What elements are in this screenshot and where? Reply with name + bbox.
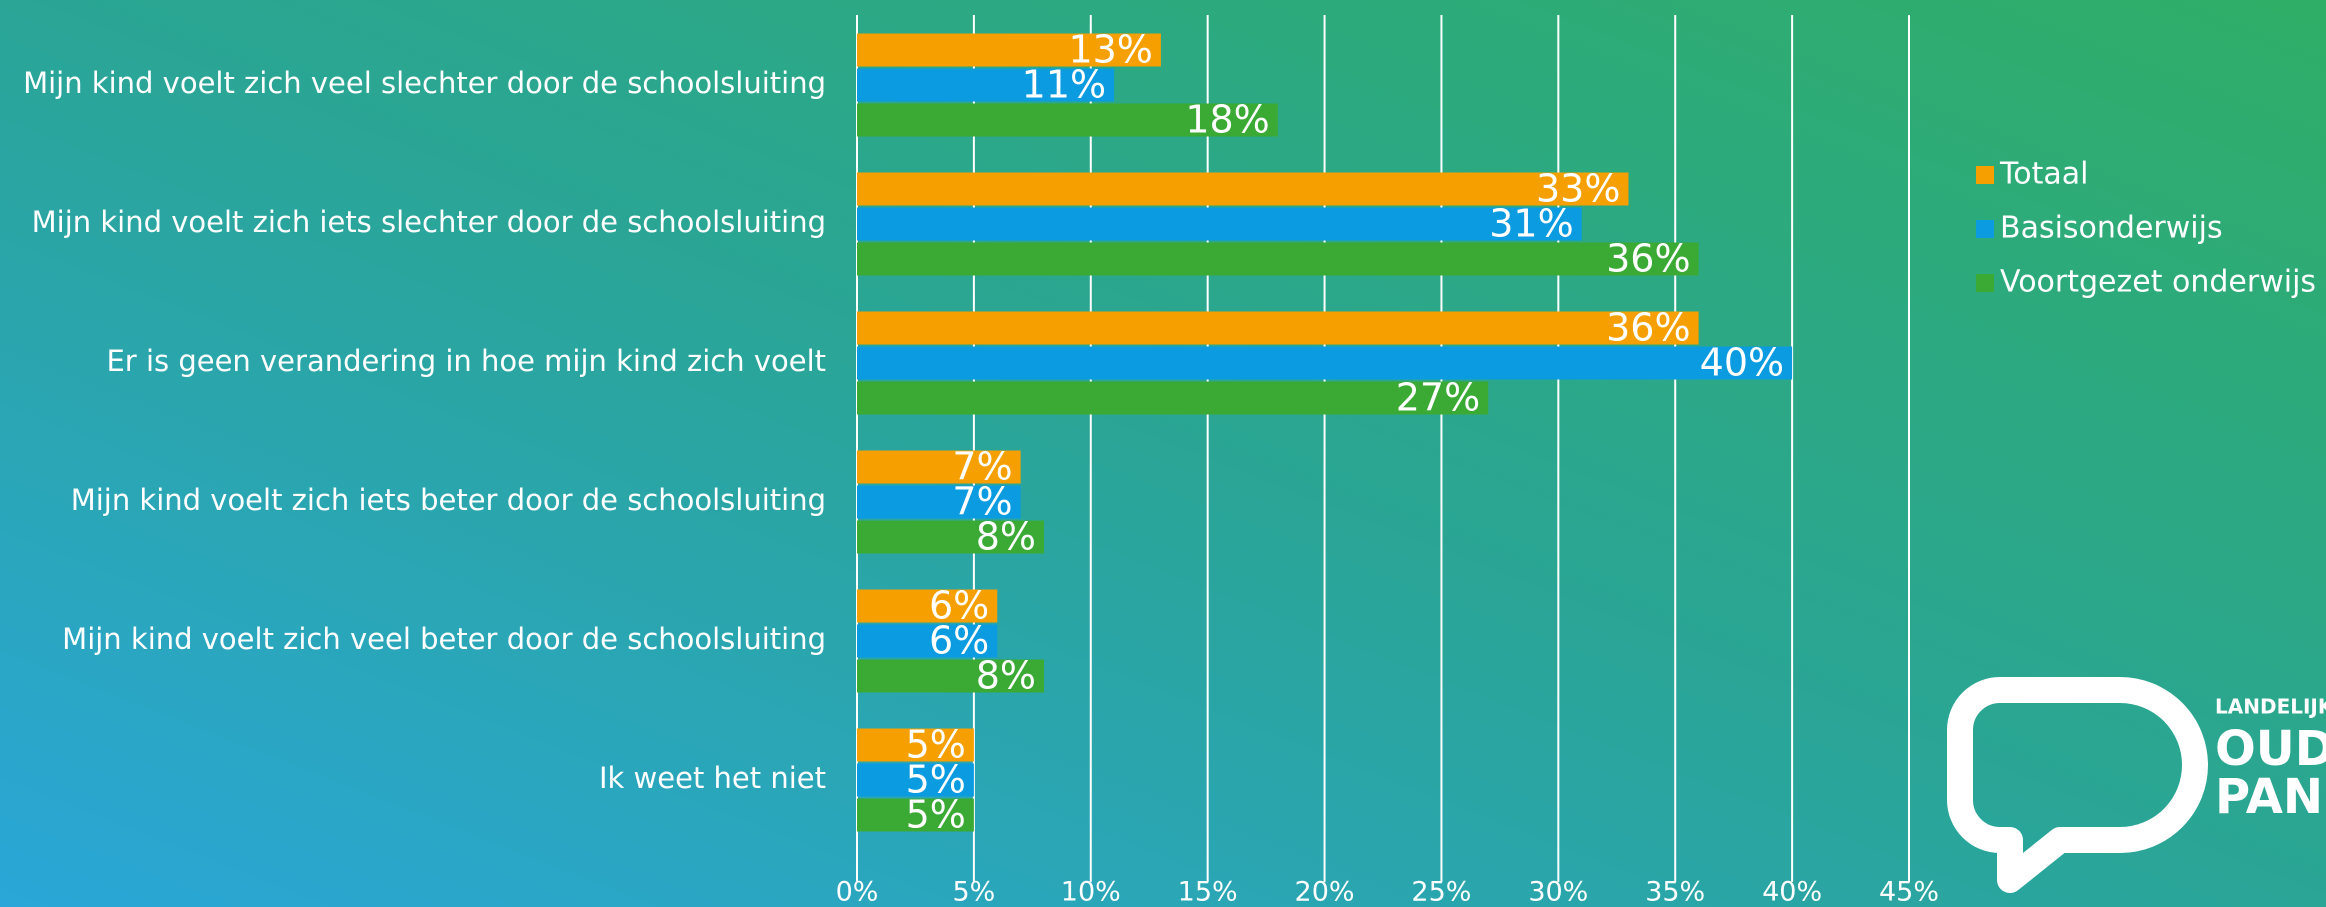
legend-swatch (1976, 166, 1994, 184)
category-label: Ik weet het niet (599, 761, 826, 795)
value-label: 11% (1022, 63, 1106, 107)
value-label: 18% (1185, 98, 1269, 142)
bar (857, 763, 974, 797)
bar (857, 172, 1629, 206)
legend-label: Voortgezet onderwijs (2000, 265, 2316, 300)
legend-label: Totaal (1999, 157, 2088, 192)
category-label: Mijn kind voelt zich iets slechter door … (32, 205, 826, 239)
bar (857, 311, 1699, 345)
value-label: 6% (929, 584, 989, 628)
bar (857, 242, 1699, 276)
x-tick-label: 40% (1762, 877, 1822, 907)
value-label: 27% (1396, 376, 1480, 420)
value-label: 5% (906, 758, 966, 802)
logo-text: OUD (2215, 721, 2326, 777)
legend-swatch (1976, 220, 1994, 238)
value-label: 5% (906, 793, 966, 837)
category-label: Mijn kind voelt zich veel beter door de … (62, 622, 826, 656)
x-tick-label: 45% (1879, 877, 1939, 907)
category-label: Er is geen verandering in hoe mijn kind … (106, 344, 826, 378)
legend-label: Basisonderwijs (2000, 211, 2223, 246)
bar (857, 33, 1161, 67)
x-tick-label: 10% (1061, 877, 1121, 907)
x-tick-label: 35% (1645, 877, 1705, 907)
value-label: 8% (976, 515, 1036, 559)
value-label: 7% (952, 445, 1012, 489)
x-tick-label: 20% (1295, 877, 1355, 907)
bar (857, 728, 974, 762)
bar (857, 103, 1278, 137)
value-label: 33% (1536, 167, 1620, 211)
bar (857, 381, 1489, 415)
legend-swatch (1976, 274, 1994, 292)
bar (857, 659, 1045, 693)
logo-text: PAN (2215, 769, 2323, 825)
logo-text: LANDELIJK (2215, 695, 2326, 719)
bar (857, 520, 1045, 554)
logo-mark (1947, 677, 2208, 893)
x-tick-label: 25% (1411, 877, 1471, 907)
x-tick-label: 30% (1528, 877, 1588, 907)
value-label: 5% (906, 723, 966, 767)
x-tick-label: 15% (1178, 877, 1238, 907)
value-label: 36% (1606, 237, 1690, 281)
value-label: 13% (1068, 28, 1152, 72)
value-label: 36% (1606, 306, 1690, 350)
x-tick-label: 0% (836, 877, 879, 907)
bar (857, 589, 998, 623)
bar (857, 624, 998, 658)
category-label: Mijn kind voelt zich veel slechter door … (23, 66, 826, 100)
value-label: 40% (1700, 341, 1784, 385)
value-label: 7% (952, 480, 1012, 524)
x-tick-label: 5% (952, 877, 995, 907)
bar (857, 68, 1115, 102)
value-label: 31% (1489, 202, 1573, 246)
value-label: 8% (976, 654, 1036, 698)
bar (857, 346, 1793, 380)
bar (857, 450, 1021, 484)
category-label: Mijn kind voelt zich iets beter door de … (71, 483, 826, 517)
value-label: 6% (929, 619, 989, 663)
bar (857, 207, 1582, 241)
bar (857, 485, 1021, 519)
bar (857, 798, 974, 832)
logo: LANDELIJK OUD PAN (1947, 677, 2326, 893)
